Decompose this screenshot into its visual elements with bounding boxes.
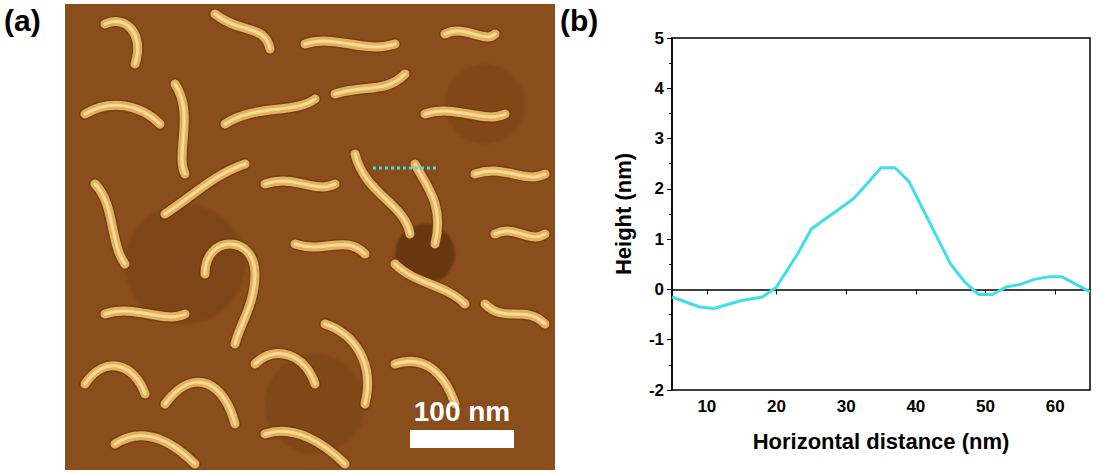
svg-text:-1: -1	[649, 330, 664, 349]
svg-text:Height (nm): Height (nm)	[611, 153, 636, 275]
svg-text:40: 40	[906, 397, 925, 416]
svg-text:2: 2	[655, 179, 664, 198]
svg-text:100 nm: 100 nm	[414, 396, 511, 427]
svg-text:50: 50	[976, 397, 995, 416]
html-text:(a): (a)	[4, 4, 41, 37]
svg-text:1: 1	[655, 230, 664, 249]
svg-text:5: 5	[655, 29, 664, 48]
svg-text:20: 20	[767, 397, 786, 416]
svg-text:3: 3	[655, 129, 664, 148]
html-text:(b): (b)	[560, 4, 599, 37]
svg-text:4: 4	[655, 79, 665, 98]
svg-text:10: 10	[697, 397, 716, 416]
svg-text:Horizontal distance (nm): Horizontal distance (nm)	[753, 429, 1010, 454]
svg-text:30: 30	[837, 397, 856, 416]
svg-text:0: 0	[655, 280, 664, 299]
svg-text:-2: -2	[649, 381, 664, 400]
svg-text:60: 60	[1046, 397, 1065, 416]
